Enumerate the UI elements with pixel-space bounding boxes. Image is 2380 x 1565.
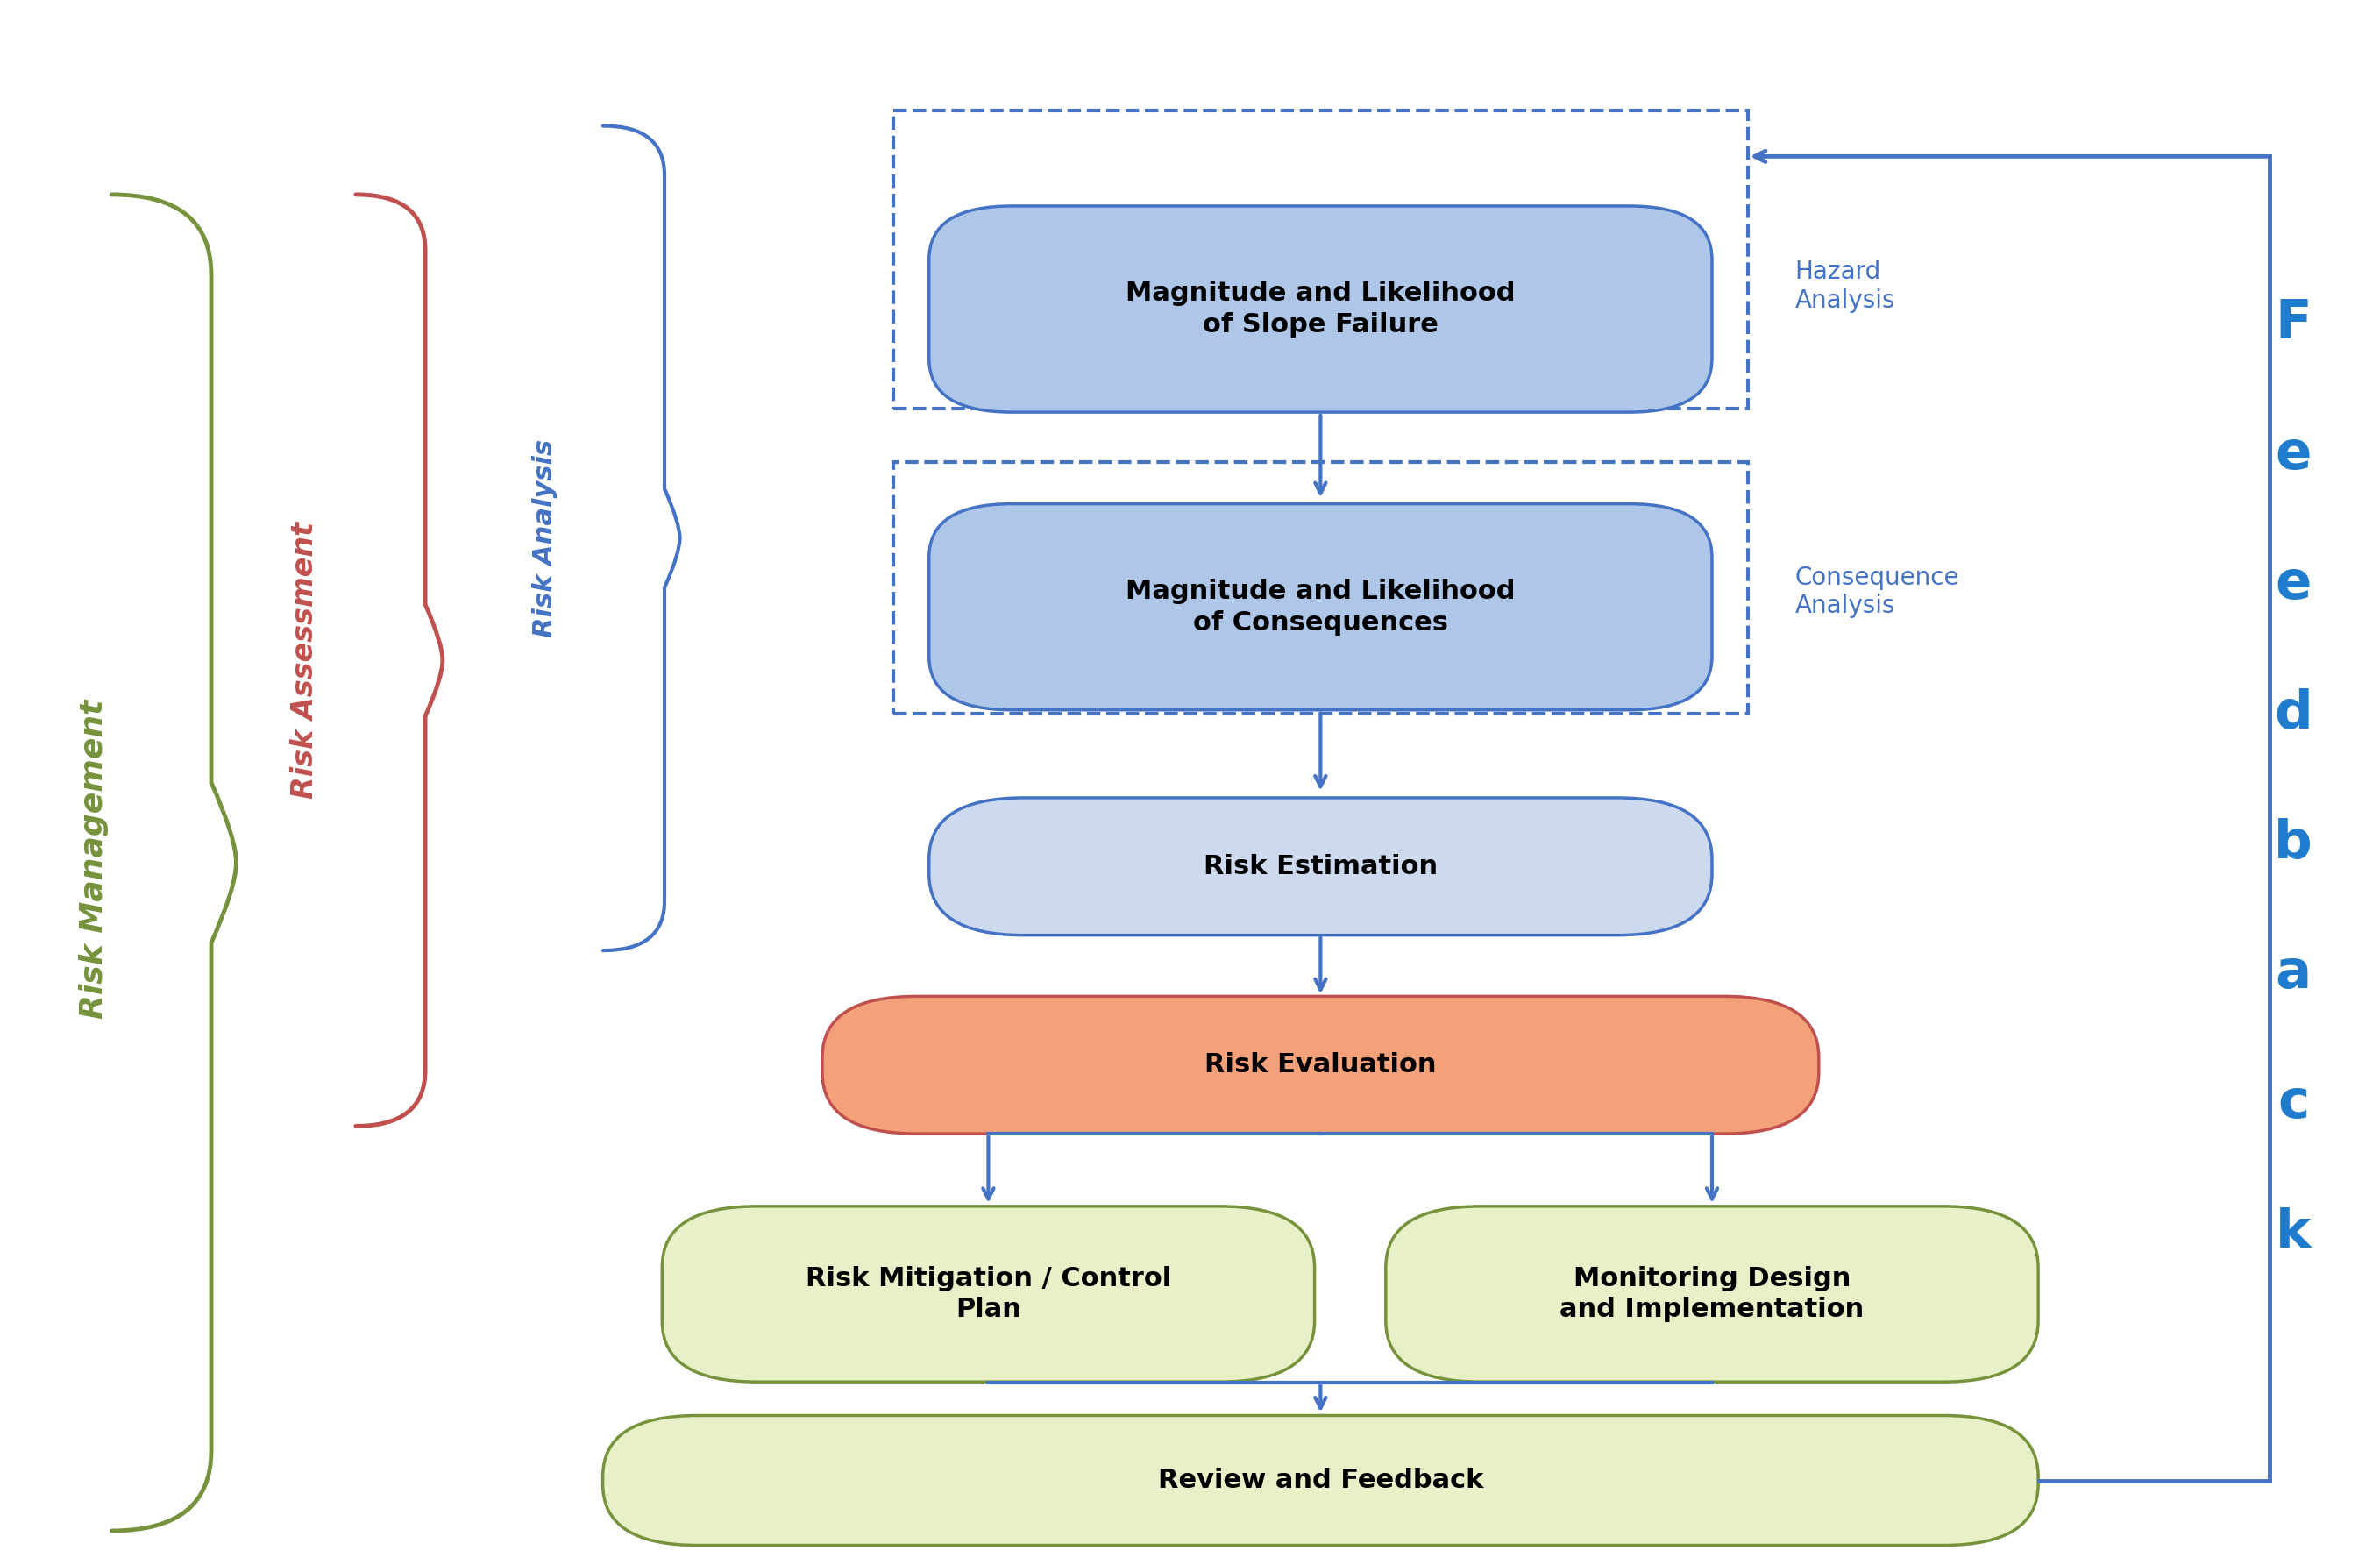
Text: e: e xyxy=(2275,429,2311,480)
Text: c: c xyxy=(2278,1077,2309,1128)
FancyBboxPatch shape xyxy=(928,504,1711,711)
Text: Review and Feedback: Review and Feedback xyxy=(1157,1468,1483,1493)
Text: Risk Analysis: Risk Analysis xyxy=(531,440,557,637)
FancyBboxPatch shape xyxy=(602,1415,2037,1545)
Text: Risk Evaluation: Risk Evaluation xyxy=(1204,1052,1438,1078)
FancyBboxPatch shape xyxy=(1385,1207,2037,1382)
Text: Magnitude and Likelihood
of Slope Failure: Magnitude and Likelihood of Slope Failur… xyxy=(1126,280,1516,338)
Text: Magnitude and Likelihood
of Consequences: Magnitude and Likelihood of Consequences xyxy=(1126,579,1516,635)
Text: F: F xyxy=(2275,299,2311,351)
Text: Consequence
Analysis: Consequence Analysis xyxy=(1795,565,1959,618)
Text: Risk Assessment: Risk Assessment xyxy=(290,521,319,798)
Text: Risk Management: Risk Management xyxy=(79,700,109,1019)
Text: d: d xyxy=(2275,689,2313,740)
FancyBboxPatch shape xyxy=(928,207,1711,412)
Text: k: k xyxy=(2275,1207,2311,1258)
Text: e: e xyxy=(2275,559,2311,610)
FancyBboxPatch shape xyxy=(662,1207,1314,1382)
Text: a: a xyxy=(2275,947,2311,1000)
Text: Risk Estimation: Risk Estimation xyxy=(1204,854,1438,880)
Text: b: b xyxy=(2275,818,2313,870)
FancyBboxPatch shape xyxy=(821,997,1818,1133)
FancyBboxPatch shape xyxy=(928,798,1711,936)
Text: Hazard
Analysis: Hazard Analysis xyxy=(1795,260,1894,313)
Text: Monitoring Design
and Implementation: Monitoring Design and Implementation xyxy=(1559,1266,1864,1322)
Text: Risk Mitigation / Control
Plan: Risk Mitigation / Control Plan xyxy=(804,1266,1171,1322)
